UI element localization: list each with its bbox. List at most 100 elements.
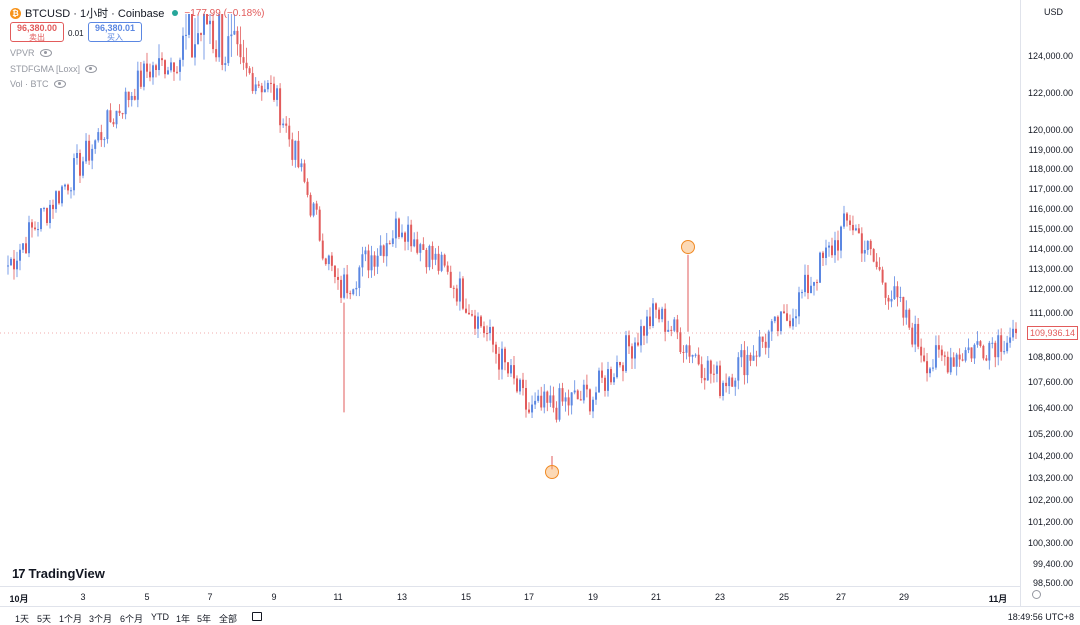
range-1m-button[interactable]: 1个月 (59, 614, 83, 624)
candle-body (846, 213, 848, 221)
candle-body (746, 354, 749, 376)
candle-body (142, 63, 145, 87)
candle-body (510, 365, 512, 374)
candle-body (767, 331, 770, 348)
time-tick: 25 (778, 592, 790, 602)
candle-body (595, 392, 597, 400)
candle-body (437, 253, 440, 271)
candle-body (743, 350, 746, 376)
calendar-icon[interactable] (252, 612, 262, 621)
candle-body (419, 244, 422, 253)
range-6m-button[interactable]: 6个月 (120, 614, 144, 624)
range-5d-button[interactable]: 5天 (37, 614, 52, 624)
candle-body (176, 71, 178, 73)
candle-body (949, 357, 952, 373)
price-tick: 122,000.00 (1027, 88, 1073, 98)
candle-body (379, 245, 382, 256)
candle-body (179, 59, 181, 72)
candle-body (13, 258, 15, 270)
candle-body (749, 354, 752, 361)
candle-body (601, 370, 603, 378)
range-3m-button[interactable]: 3个月 (89, 614, 113, 624)
currency-label[interactable]: USD (1043, 7, 1063, 17)
candle-body (558, 388, 561, 420)
eye-icon[interactable] (53, 80, 66, 88)
candle-body (863, 250, 866, 254)
range-all-button[interactable]: 全部 (219, 614, 238, 624)
price-tick: 118,000.00 (1028, 164, 1073, 174)
candle-body (634, 342, 636, 359)
eye-icon[interactable] (39, 49, 52, 57)
indicator-stdfgma[interactable]: STDFGMA [Loxx] (10, 64, 98, 74)
range-ytd-button[interactable]: YTD (151, 612, 169, 622)
candle-body (16, 260, 18, 270)
candle-body (970, 347, 973, 359)
price-tick: 101,200.00 (1027, 517, 1073, 527)
candle-body (813, 282, 815, 286)
candle-body (819, 252, 821, 283)
buy-button[interactable]: 96,380.01 买入 (88, 22, 142, 42)
candle-body (118, 110, 121, 114)
eye-icon[interactable] (85, 65, 98, 73)
candle-body (330, 255, 333, 266)
time-tick: 5 (144, 592, 150, 602)
candle-body (483, 326, 485, 334)
candle-body (269, 82, 272, 84)
candle-body (673, 319, 676, 331)
time-tick: 13 (396, 592, 408, 602)
axis-settings-icon[interactable] (1032, 590, 1041, 599)
range-5y-button[interactable]: 5年 (197, 614, 212, 624)
price-tick: 100,300.00 (1027, 538, 1073, 548)
candle-body (783, 311, 785, 314)
sell-button[interactable]: 96,380.00 卖出 (10, 22, 64, 42)
time-tick: 9 (271, 592, 277, 602)
candle-body (979, 341, 982, 346)
clock[interactable]: 18:49:56 UTC+8 (1007, 612, 1074, 622)
candle-body (440, 254, 443, 271)
candle-body (239, 44, 242, 58)
candle-body (691, 354, 694, 357)
candle-body (670, 329, 673, 331)
candle-body (254, 84, 257, 92)
candle-body (37, 229, 39, 231)
candle-body (682, 351, 685, 353)
candle-body (929, 368, 931, 374)
candle-body (613, 377, 615, 383)
candle-body (242, 57, 245, 63)
indicator-vpvr[interactable]: VPVR (10, 48, 52, 58)
candle-body (337, 276, 339, 280)
candle-body (455, 288, 458, 302)
candle-body (397, 218, 400, 237)
range-1y-button[interactable]: 1年 (176, 614, 191, 624)
candle-body (358, 267, 361, 288)
candle-body (893, 286, 896, 299)
indicator-volume[interactable]: Vol · BTC (10, 79, 66, 89)
candle-body (285, 123, 288, 126)
candle-body (525, 388, 527, 410)
candle-body (534, 400, 537, 405)
candle-body (837, 240, 839, 251)
price-tick: 113,000.00 (1028, 264, 1073, 274)
market-status-icon (172, 10, 179, 16)
candle-body (570, 392, 573, 406)
symbol-title[interactable]: BTCUSD · 1小时 · Coinbase (25, 8, 165, 20)
candle-body (194, 44, 196, 58)
candle-body (446, 265, 449, 272)
range-1d-button[interactable]: 1天 (15, 614, 30, 624)
time-axis[interactable]: 10月 3 5 7 9 11 13 15 17 19 21 23 25 27 2… (0, 586, 1020, 607)
candle-body (340, 279, 343, 298)
price-chart[interactable] (0, 0, 1020, 586)
candle-body (495, 344, 497, 354)
candle-body (857, 228, 860, 234)
candle-body (19, 249, 21, 261)
chart-area[interactable] (0, 0, 1020, 586)
candle-body (752, 355, 755, 361)
candle-body (504, 348, 506, 363)
candle-body (631, 346, 633, 359)
candle-body (579, 399, 582, 401)
candle-body (851, 224, 854, 231)
price-axis[interactable]: USD 124,000.00 122,000.00 120,000.00 119… (1020, 0, 1080, 606)
candle-body (127, 91, 130, 101)
candle-body (452, 287, 455, 289)
candle-body (582, 384, 585, 401)
